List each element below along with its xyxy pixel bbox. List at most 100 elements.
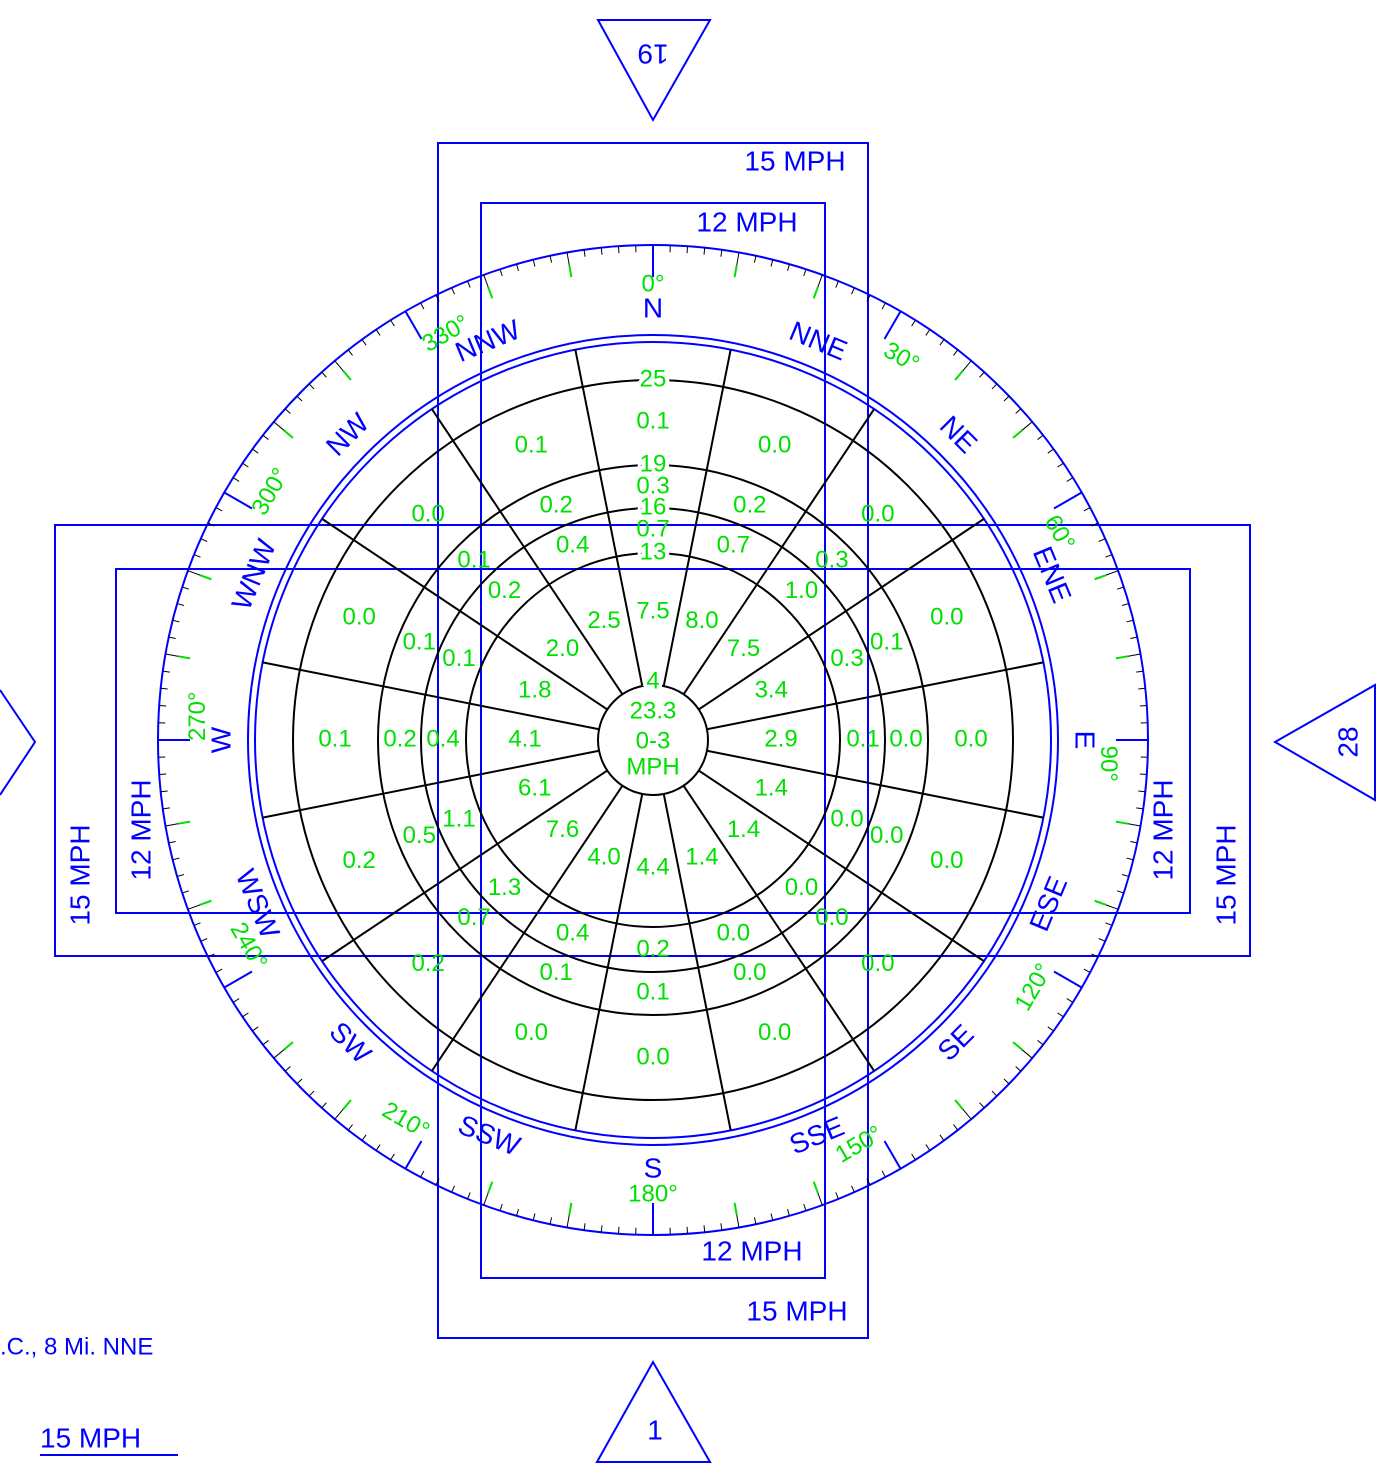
compass-tick <box>803 1203 807 1211</box>
compass-tick <box>883 310 902 340</box>
compass-tick <box>165 653 180 657</box>
compass-tick <box>1115 655 1128 660</box>
compass-tick <box>420 1170 425 1178</box>
compass-ring <box>247 334 1059 1146</box>
compass-tick <box>979 1102 985 1109</box>
zone-12-horizontal <box>115 568 1191 914</box>
frequency-value: 0.0 <box>717 919 750 946</box>
compass-tick <box>835 280 839 288</box>
compass-tick <box>703 1225 706 1233</box>
compass-tick <box>165 823 180 827</box>
compass-tick <box>1121 603 1129 606</box>
calm-unit: MPH <box>626 753 679 780</box>
direction-label: S <box>644 1152 663 1183</box>
compass-tick <box>193 554 201 558</box>
compass-tick <box>720 1223 723 1231</box>
compass-tick <box>954 1099 964 1110</box>
direction-label: SE <box>931 1018 979 1066</box>
compass-tick <box>817 1191 823 1206</box>
sector-line <box>431 785 624 1072</box>
direction-label: WNW <box>225 534 282 614</box>
compass-tick <box>1091 953 1099 958</box>
frequency-value: 0.0 <box>930 604 963 631</box>
compass-tick <box>321 1102 327 1109</box>
compass-tick <box>736 1213 740 1228</box>
frequency-value: 0.7 <box>457 904 490 931</box>
frequency-value: 0.5 <box>403 822 436 849</box>
compass-tick <box>568 265 573 278</box>
compass-tick <box>420 302 425 310</box>
frequency-value: 2.9 <box>764 725 797 752</box>
frequency-value: 0.0 <box>758 1019 791 1046</box>
compass-tick <box>273 1048 285 1059</box>
frequency-value: 7.5 <box>636 597 669 624</box>
sector-line <box>698 518 985 711</box>
compass-tick <box>787 264 790 272</box>
compass-tick <box>753 1217 757 1225</box>
compass-tick <box>881 302 886 310</box>
sector-line <box>574 349 644 687</box>
compass-tick <box>242 1012 249 1018</box>
compass-tick <box>404 1140 423 1170</box>
degree-label: 270° <box>184 691 211 741</box>
sector-line <box>706 661 1044 731</box>
direction-label: NE <box>934 410 983 459</box>
frequency-value: 0.0 <box>861 500 894 527</box>
compass-tick <box>1003 395 1010 402</box>
ring-label: 13 <box>640 538 667 565</box>
compass-tick <box>1021 421 1033 432</box>
frequency-value: 2.0 <box>546 635 579 662</box>
degree-label: 180° <box>628 1180 678 1207</box>
compass-tick <box>851 287 855 295</box>
frequency-value: 0.4 <box>556 531 589 558</box>
sector-line <box>662 793 732 1131</box>
compass-tick <box>232 998 240 1003</box>
compass-tick <box>487 286 494 299</box>
compass-tick <box>812 286 819 299</box>
compass-tick <box>308 1090 315 1097</box>
compass-tick <box>467 280 471 288</box>
compass-tick <box>483 1191 489 1206</box>
sector-line <box>682 785 875 1072</box>
compass-tick <box>1136 670 1144 673</box>
compass-tick <box>451 1185 455 1193</box>
compass-tick <box>178 655 191 660</box>
compass-tick <box>177 874 185 877</box>
frequency-value: 0.1 <box>403 629 436 656</box>
compass-tick <box>223 491 253 510</box>
frequency-value: 0.0 <box>636 1043 669 1070</box>
compass-tick <box>1094 899 1107 906</box>
frequency-value: 0.4 <box>556 919 589 946</box>
compass-tick <box>1121 874 1129 877</box>
frequency-value: 0.1 <box>318 725 351 752</box>
direction-label: N <box>643 292 663 323</box>
compass-tick <box>172 619 180 623</box>
compass-tick <box>1053 970 1083 989</box>
compass-tick <box>207 522 215 527</box>
direction-label: ESE <box>1023 872 1073 936</box>
compass-ring <box>254 341 1052 1139</box>
compass-tick <box>1057 462 1064 468</box>
compass-tick <box>1003 1078 1010 1085</box>
compass-tick <box>991 1090 998 1097</box>
degree-label: 300° <box>246 463 294 519</box>
compass-tick <box>172 857 180 861</box>
compass-tick <box>200 538 208 542</box>
compass-tick <box>1083 507 1091 512</box>
frequency-value: 7.6 <box>546 816 579 843</box>
compass-tick <box>1116 890 1124 894</box>
speed-ring <box>377 464 929 1016</box>
direction-label: SW <box>324 1016 378 1070</box>
sector-line <box>682 408 875 695</box>
compass-tick <box>1037 1040 1044 1046</box>
compass-tick <box>1021 1048 1033 1059</box>
compass-tick <box>334 360 345 372</box>
zone-label: 12 MPH <box>125 779 156 880</box>
sector-line <box>662 349 732 687</box>
compass-tick <box>1012 1041 1023 1051</box>
runway-triangle <box>1272 683 1376 802</box>
compass-tick <box>487 1181 494 1194</box>
frequency-value: 3.4 <box>755 676 788 703</box>
frequency-value: 1.8 <box>518 676 551 703</box>
degree-label: 210° <box>378 1096 434 1144</box>
